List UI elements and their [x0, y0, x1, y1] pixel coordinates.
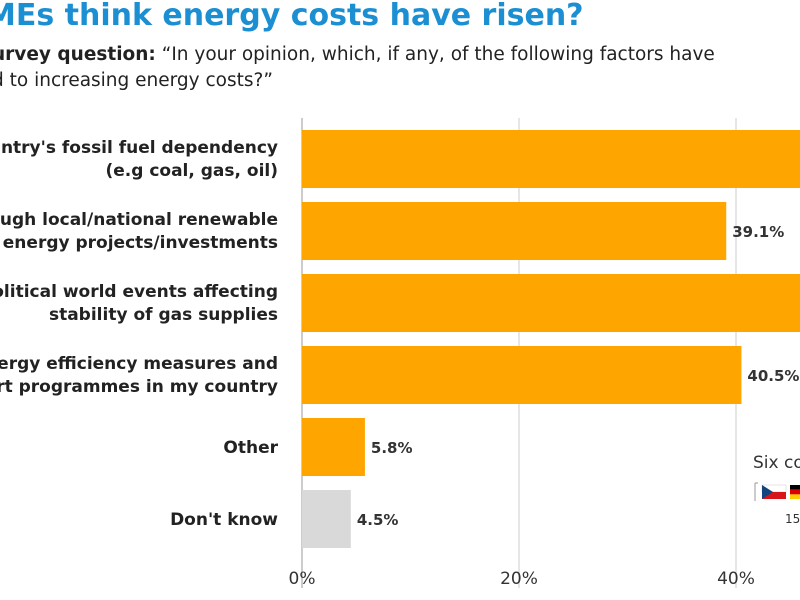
- flag-icons: [754, 482, 800, 501]
- note-title: Six co: [753, 453, 800, 473]
- x-tick-label: 0%: [289, 569, 316, 589]
- country-flags: [754, 481, 800, 503]
- value-label: 39.1%: [732, 223, 784, 241]
- bars: [302, 130, 800, 548]
- category-label: Other: [223, 438, 278, 458]
- x-tick-label: 20%: [500, 569, 538, 589]
- bar: [302, 346, 742, 404]
- chart-title: MEs think energy costs have risen?: [0, 0, 584, 33]
- category-label: Don't know: [170, 510, 278, 530]
- bar: [302, 202, 727, 260]
- note-date: 15: [785, 512, 800, 526]
- category-labels: ountry's fossil fuel dependency (e.g coal…: [0, 138, 279, 530]
- category-label: ountry's fossil fuel dependency: [0, 138, 278, 158]
- value-labels: 39.1% 40.5% 5.8% 4.5%: [357, 223, 800, 529]
- bar: [302, 274, 800, 332]
- value-label: 40.5%: [747, 367, 799, 385]
- value-label: 5.8%: [371, 439, 413, 457]
- german-flag-icon: [790, 485, 800, 499]
- bar: [302, 490, 351, 548]
- x-axis-ticks: 0% 20% 40%: [289, 569, 755, 589]
- category-label: energy projects/investments: [3, 233, 278, 253]
- survey-question-line-1: urvey question: “In your opinion, which,…: [0, 44, 715, 65]
- category-label: stability of gas supplies: [49, 305, 278, 325]
- category-label: nergy efficiency measures and: [0, 354, 278, 374]
- survey-question-line-2: d to increasing energy costs?”: [0, 70, 273, 91]
- category-label: olitical world events affecting: [0, 282, 278, 302]
- czech-flag-icon: [761, 484, 787, 499]
- bar: [302, 418, 365, 476]
- category-label: ough local/national renewable: [0, 210, 278, 230]
- category-label: ort programmes in my country: [0, 377, 278, 397]
- category-label: (e.g coal, gas, oil): [105, 161, 278, 181]
- bar: [302, 130, 800, 188]
- question-text-1: “In your opinion, which, if any, of the …: [161, 44, 715, 65]
- x-tick-label: 40%: [717, 569, 755, 589]
- survey-label: urvey question:: [0, 44, 156, 65]
- value-label: 4.5%: [357, 511, 399, 529]
